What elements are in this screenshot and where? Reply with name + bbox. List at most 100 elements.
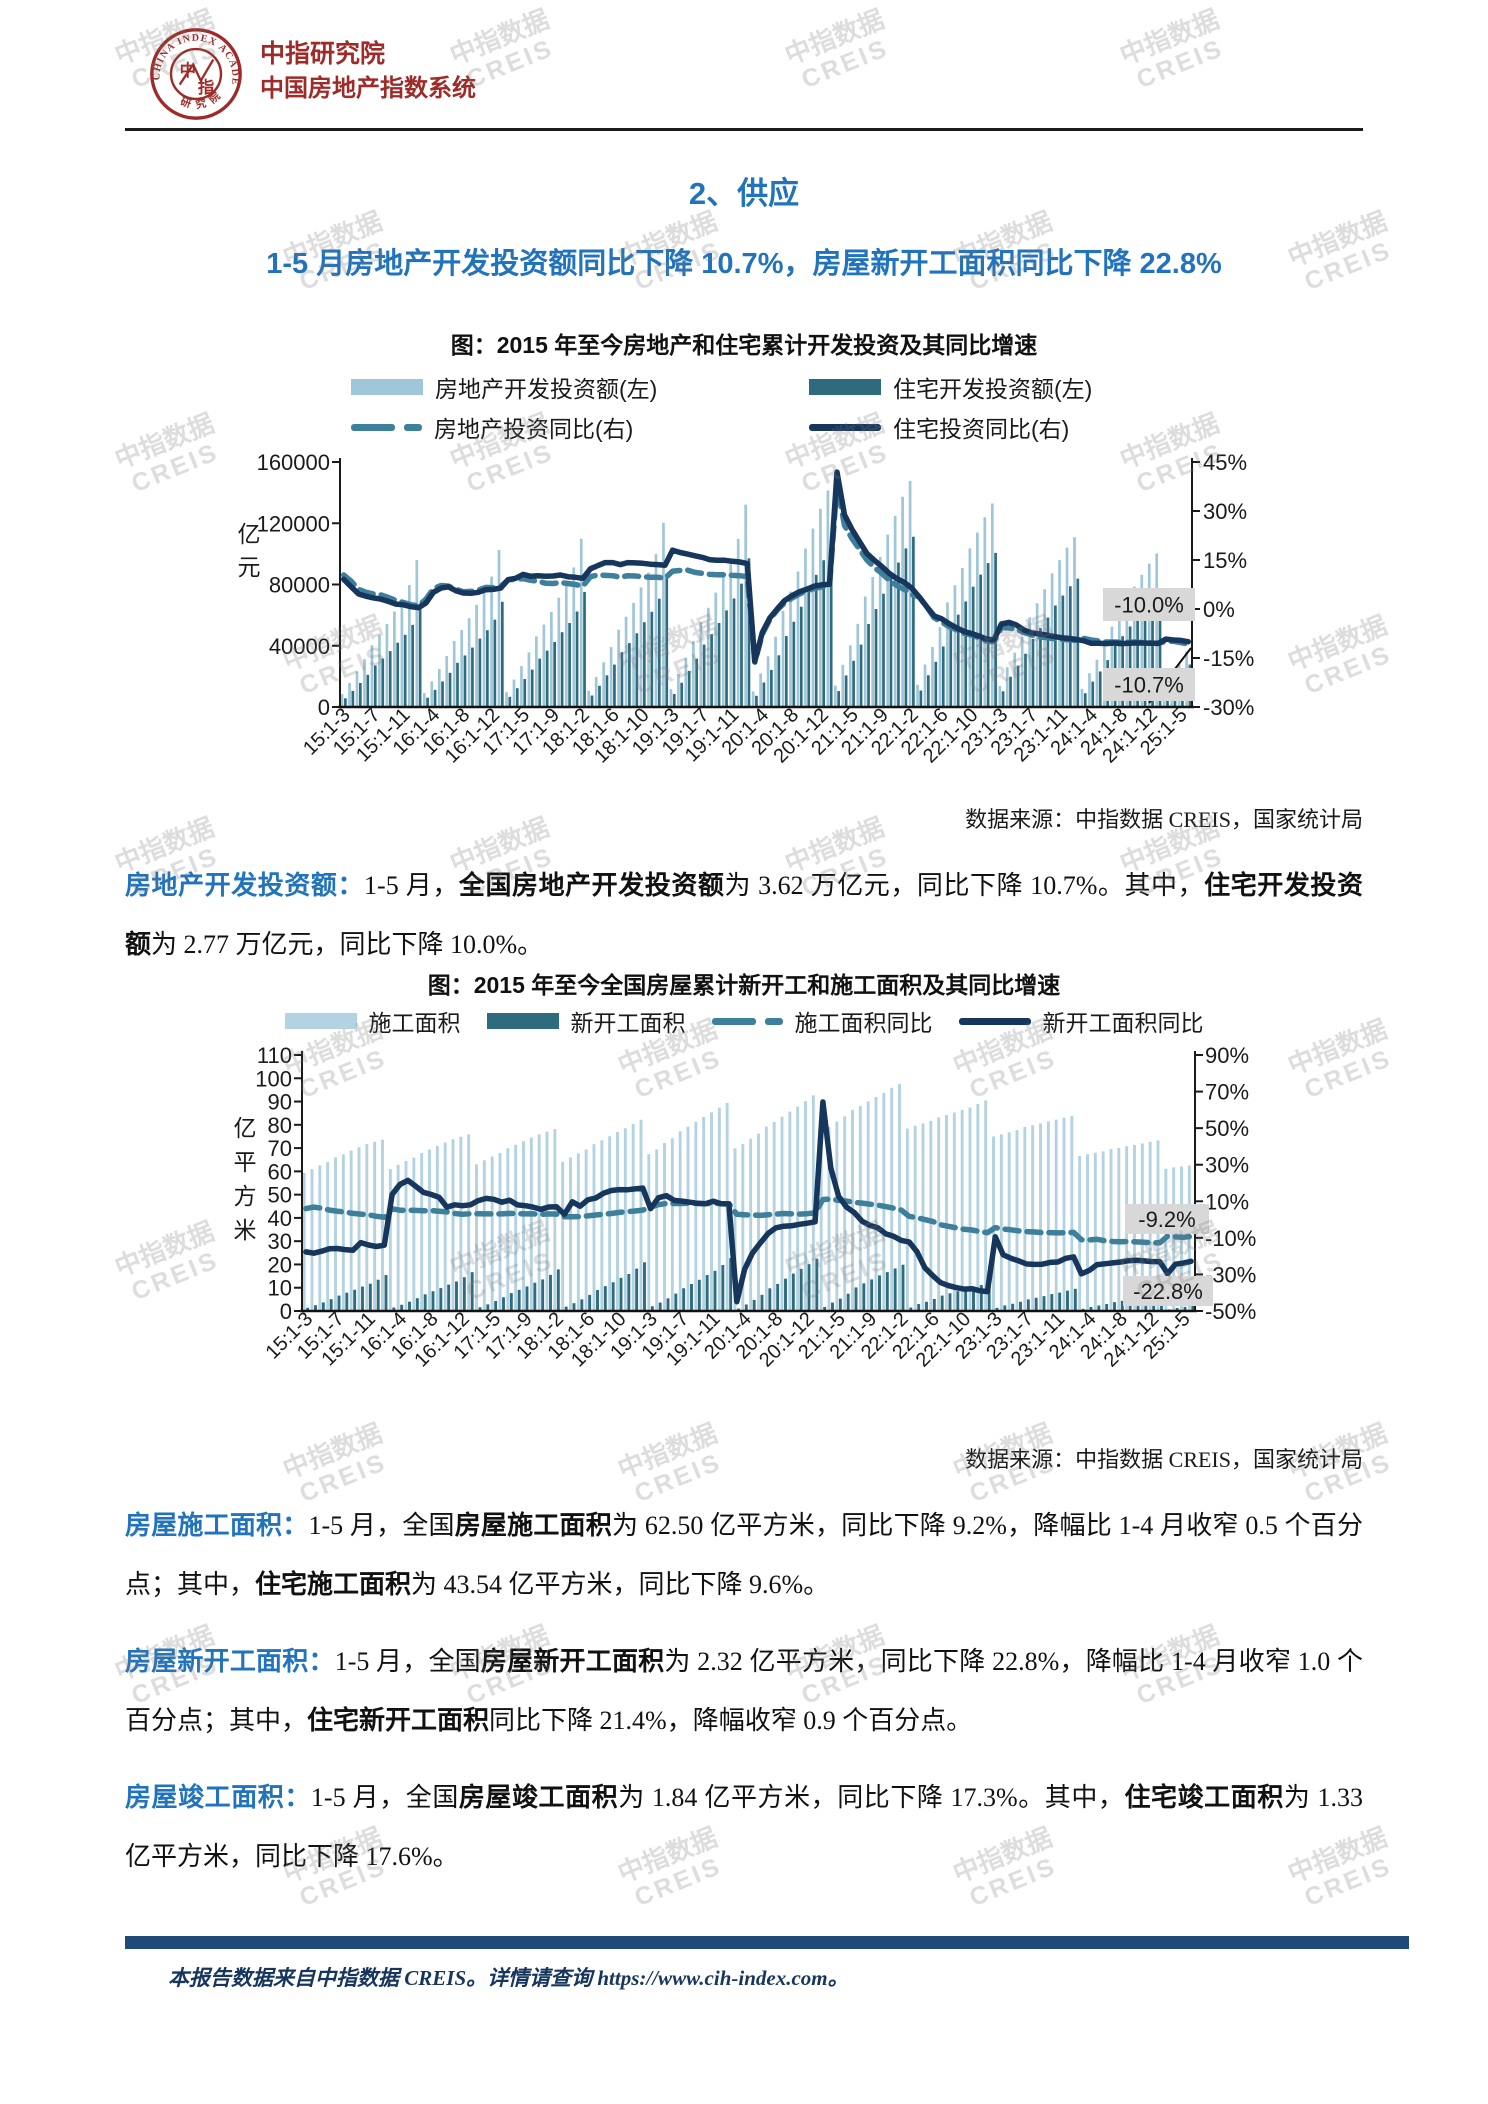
legend-label: 住宅开发投资额(左) bbox=[893, 376, 1093, 402]
paragraph-completions: 房屋竣工面积：1-5 月，全国房屋竣工面积为 1.84 亿平方米，同比下降 17… bbox=[125, 1768, 1363, 1886]
legend-label: 新开工面积同比 bbox=[1042, 1010, 1204, 1036]
footer-bar bbox=[125, 1936, 1409, 1949]
svg-text:10%: 10% bbox=[1205, 1189, 1249, 1214]
svg-text:80000: 80000 bbox=[269, 573, 330, 598]
left-axis-unit: 米 bbox=[234, 1217, 257, 1243]
seal-index-curve bbox=[178, 59, 215, 86]
svg-text:30%: 30% bbox=[1205, 1153, 1249, 1178]
chart2-title: 图：2015 年至今全国房屋累计新开工和施工面积及其同比增速 bbox=[427, 972, 1061, 998]
chart1-legend: 房地产开发投资额(左) 住宅开发投资额(左) 房地产投资同比(右) 住宅投资同比(右) bbox=[351, 370, 1363, 444]
chart1-canvas: 160000 120000 80000 40000 0 45% 30% 15% 0% -15% -3… bbox=[125, 450, 1363, 794]
legend-dashed-line-swatch bbox=[351, 423, 422, 431]
legend-label: 施工面积 bbox=[368, 1010, 461, 1036]
paragraph-segment: 为 2.77 万亿元，同比下降 10.0%。 bbox=[151, 930, 544, 959]
paragraph-segment: 为 1.33 亿平方米，同比下降 17.6%。 bbox=[125, 1783, 1363, 1871]
paragraph-segment: 为 3.62 万亿元，同比下降 10.7%。其中， bbox=[724, 871, 1205, 900]
construction-area-yoy-line bbox=[303, 1196, 1194, 1246]
org-name-line2: 中国房地产指数系统 bbox=[260, 75, 476, 102]
cia-seal-logo: CHINA INDEX ACADEMY 研 究 院 中 指 bbox=[148, 26, 242, 120]
paragraph-segment: 住宅开发投资额 bbox=[125, 871, 1363, 959]
callout-box bbox=[1123, 1276, 1213, 1306]
svg-text:60: 60 bbox=[268, 1159, 292, 1184]
svg-text:-15%: -15% bbox=[1203, 646, 1254, 671]
paragraph-segment: 为 43.54 亿平方米，同比下降 9.6%。 bbox=[411, 1570, 830, 1599]
callout-box bbox=[1103, 668, 1195, 701]
svg-text:90%: 90% bbox=[1205, 1043, 1249, 1068]
svg-text:120000: 120000 bbox=[257, 511, 330, 536]
paragraph-segment: 住宅竣工面积 bbox=[1124, 1783, 1284, 1812]
paragraph-construction-area: 房屋施工面积：1-5 月，全国房屋施工面积为 62.50 亿平方米，同比下降 9… bbox=[125, 1496, 1363, 1614]
legend-bar-swatch bbox=[809, 379, 881, 395]
legend-total-investment-yoy-line: 房地产投资同比(右) bbox=[351, 410, 809, 444]
paragraph-segment: 1-5 月，全国 bbox=[334, 1647, 481, 1676]
svg-text:-30%: -30% bbox=[1203, 695, 1254, 720]
svg-text:70: 70 bbox=[268, 1136, 292, 1161]
callout-value: -10.0% bbox=[1114, 593, 1184, 618]
legend-new-starts-area-bars: 新开工面积 bbox=[486, 1004, 686, 1038]
callout-box bbox=[1103, 588, 1195, 621]
paragraph-segment: 住宅新开工面积 bbox=[307, 1706, 490, 1735]
svg-text:160000: 160000 bbox=[257, 450, 330, 475]
legend-line-swatch bbox=[809, 423, 881, 431]
paragraph-segment: 全国房地产开发投资额 bbox=[458, 871, 725, 900]
paragraph-segment: 为 2.32 亿平方米，同比下降 22.8%，降幅比 1-4 月收窄 1.0 个… bbox=[125, 1647, 1363, 1735]
svg-text:100: 100 bbox=[255, 1066, 292, 1091]
svg-text:-50%: -50% bbox=[1205, 1299, 1256, 1324]
paragraph-segment: 房屋施工面积： bbox=[125, 1511, 309, 1540]
legend-label: 住宅投资同比(右) bbox=[893, 416, 1070, 442]
chart1-title: 图：2015 年至今房地产和住宅累计开发投资及其同比增速 bbox=[450, 332, 1038, 358]
chart-svg-1: 160000 120000 80000 40000 0 45% 30% 15% 0% -15% -3… bbox=[238, 450, 1255, 768]
footer-link[interactable]: https://www.cih-index.com bbox=[597, 1966, 828, 1990]
left-axis-unit: 方 bbox=[234, 1183, 257, 1209]
legend-total-investment-bars: 房地产开发投资额(左) bbox=[351, 370, 809, 404]
paragraph-segment: 房屋施工面积 bbox=[454, 1511, 612, 1540]
callout-value: -9.2% bbox=[1138, 1207, 1195, 1232]
paragraph-segment: 同比下降 21.4%，降幅收窄 0.9 个百分点。 bbox=[489, 1706, 973, 1735]
chart-svg-2: 110100908070605040302010090%70%50%30%10%… bbox=[234, 1043, 1257, 1372]
svg-text:30: 30 bbox=[268, 1229, 292, 1254]
svg-text:80: 80 bbox=[268, 1113, 292, 1138]
watermark: 中指数据 CREIS bbox=[780, 3, 893, 95]
legend-line-swatch bbox=[958, 1017, 1031, 1025]
paragraph-segment: 住宅施工面积 bbox=[255, 1570, 412, 1599]
left-axis-unit: 元 bbox=[238, 554, 261, 580]
legend-construction-area-yoy-line: 施工面积同比 bbox=[711, 1004, 933, 1038]
svg-text:15%: 15% bbox=[1203, 548, 1247, 573]
watermark: 中指数据 CREIS bbox=[1115, 3, 1228, 95]
paragraph-segment: 1-5 月，全国 bbox=[308, 1511, 455, 1540]
paragraph-segment: 为 1.84 亿平方米，同比下降 17.3%。其中， bbox=[618, 1783, 1125, 1812]
callout-box bbox=[1125, 1204, 1209, 1234]
legend-label: 新开工面积 bbox=[570, 1010, 686, 1036]
residential-investment-yoy-line bbox=[340, 469, 1192, 665]
paragraph-segment: 房屋新开工面积 bbox=[480, 1647, 665, 1676]
total-investment-bars bbox=[340, 480, 1188, 707]
legend-label: 房地产开发投资额(左) bbox=[435, 376, 658, 402]
legend-label: 房地产投资同比(右) bbox=[434, 416, 634, 442]
svg-text:40: 40 bbox=[268, 1206, 292, 1231]
legend-bar-swatch bbox=[486, 1013, 559, 1029]
chart2-legend: 施工面积 新开工面积 施工面积同比 新开工面积同比 bbox=[125, 1004, 1363, 1038]
svg-text:50%: 50% bbox=[1205, 1116, 1249, 1141]
paragraph-segment: 房屋竣工面积： bbox=[125, 1783, 311, 1812]
paragraph-investment: 房地产开发投资额：1-5 月，全国房地产开发投资额为 3.62 万亿元，同比下降… bbox=[125, 856, 1363, 974]
legend-bar-swatch bbox=[351, 379, 423, 395]
paragraph-segment: 1-5 月， bbox=[364, 871, 459, 900]
paragraph-segment: 房屋竣工面积 bbox=[458, 1783, 619, 1812]
chart2-source: 数据来源：中指数据 CREIS，国家统计局 bbox=[965, 1447, 1363, 1472]
svg-text:10: 10 bbox=[268, 1276, 292, 1301]
seal-char-zhi: 指 bbox=[198, 78, 214, 97]
left-axis-unit: 亿 bbox=[234, 1115, 257, 1141]
callout-value: -10.7% bbox=[1114, 673, 1184, 698]
report-header: CHINA INDEX ACADEMY 研 究 院 中 指 中指研究院 中国房地… bbox=[148, 26, 476, 122]
svg-text:30%: 30% bbox=[1203, 499, 1247, 524]
legend-residential-investment-yoy-line: 住宅投资同比(右) bbox=[809, 410, 1363, 444]
legend-bar-swatch bbox=[284, 1013, 357, 1029]
header-divider bbox=[125, 128, 1363, 131]
paragraph-new-starts: 房屋新开工面积：1-5 月，全国房屋新开工面积为 2.32 亿平方米，同比下降 … bbox=[125, 1632, 1363, 1750]
left-axis-unit: 平 bbox=[234, 1149, 257, 1175]
svg-text:110: 110 bbox=[257, 1043, 292, 1068]
svg-text:90: 90 bbox=[268, 1090, 292, 1115]
svg-text:-10%: -10% bbox=[1205, 1226, 1256, 1251]
footer-note-suffix: 。 bbox=[827, 1966, 849, 1990]
paragraph-segment: 1-5 月，全国 bbox=[310, 1783, 459, 1812]
